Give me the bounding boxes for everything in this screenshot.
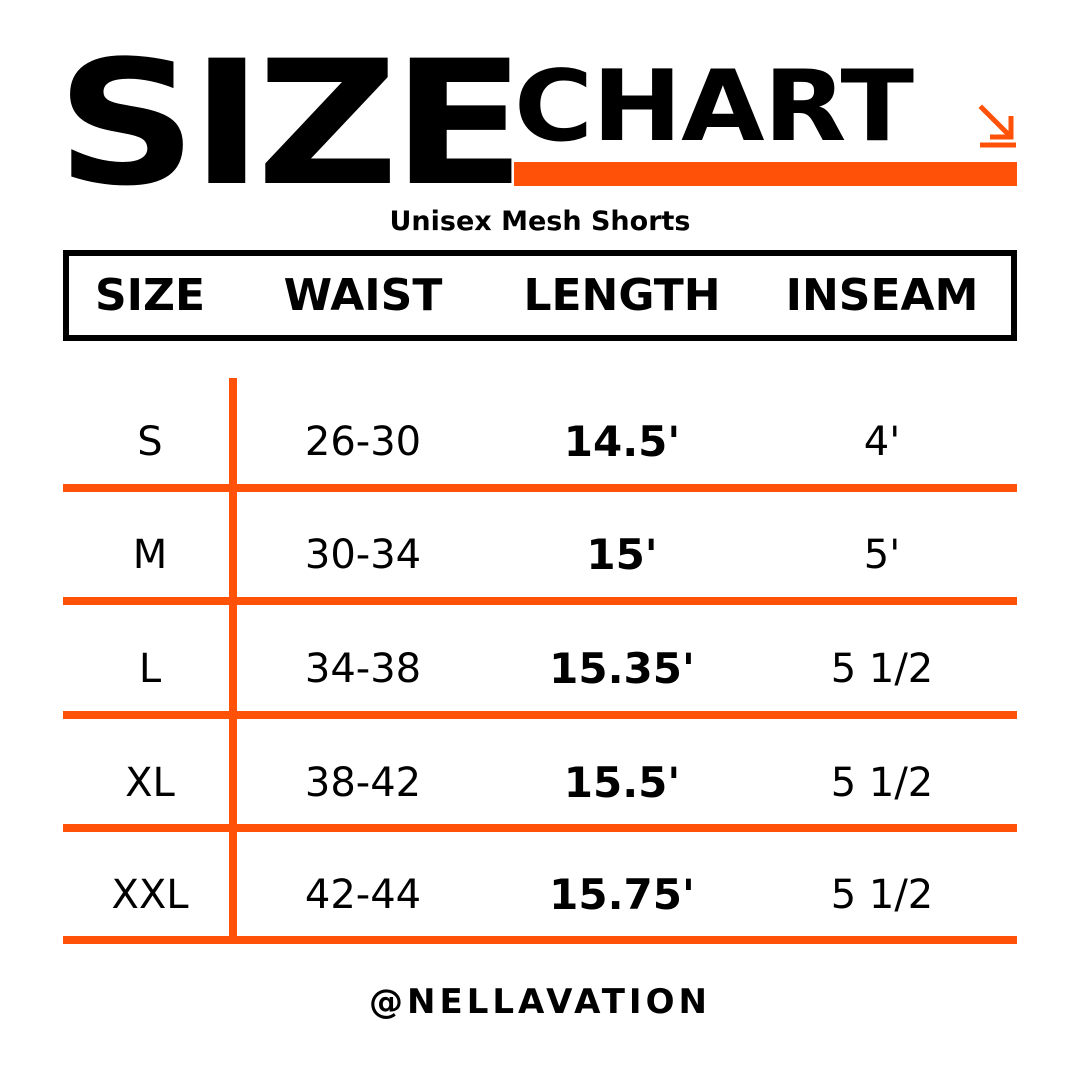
cell-length: 15' [586, 530, 658, 579]
cell-waist: 42-44 [304, 872, 422, 918]
row-divider [63, 484, 1017, 492]
header-inseam: INSEAM [785, 270, 979, 321]
footer-handle: @NELLAVATION [369, 982, 711, 1022]
cell-size: M [132, 532, 168, 578]
cell-length: 14.5' [563, 417, 681, 466]
cell-waist: 34-38 [304, 646, 422, 692]
table-header-box [63, 250, 1017, 341]
cell-waist: 30-34 [304, 532, 422, 578]
cell-length: 15.5' [563, 758, 681, 807]
cell-length: 15.35' [549, 644, 695, 693]
cell-size: XXL [111, 872, 189, 918]
title-size: SIZE [56, 23, 526, 224]
cell-size: XL [125, 760, 175, 806]
cell-size: S [137, 419, 163, 465]
cell-length: 15.75' [549, 870, 695, 919]
arrow-down-right-icon [978, 104, 1016, 148]
row-divider [63, 711, 1017, 719]
title-chart: CHART [514, 50, 914, 164]
row-divider [63, 936, 1017, 944]
cell-inseam: 5' [863, 532, 901, 578]
cell-inseam: 5 1/2 [830, 760, 934, 806]
cell-inseam: 5 1/2 [830, 646, 934, 692]
subtitle: Unisex Mesh Shorts [389, 206, 691, 237]
cell-waist: 26-30 [304, 419, 422, 465]
header-length: LENGTH [523, 270, 721, 321]
table-column-divider [229, 378, 237, 940]
row-divider [63, 824, 1017, 832]
cell-waist: 38-42 [304, 760, 422, 806]
header-size: SIZE [94, 270, 206, 321]
title-underline [514, 162, 1017, 186]
cell-size: L [138, 646, 162, 692]
cell-inseam: 5 1/2 [830, 872, 934, 918]
cell-inseam: 4' [863, 419, 901, 465]
row-divider [63, 597, 1017, 605]
header-waist: WAIST [283, 270, 443, 321]
